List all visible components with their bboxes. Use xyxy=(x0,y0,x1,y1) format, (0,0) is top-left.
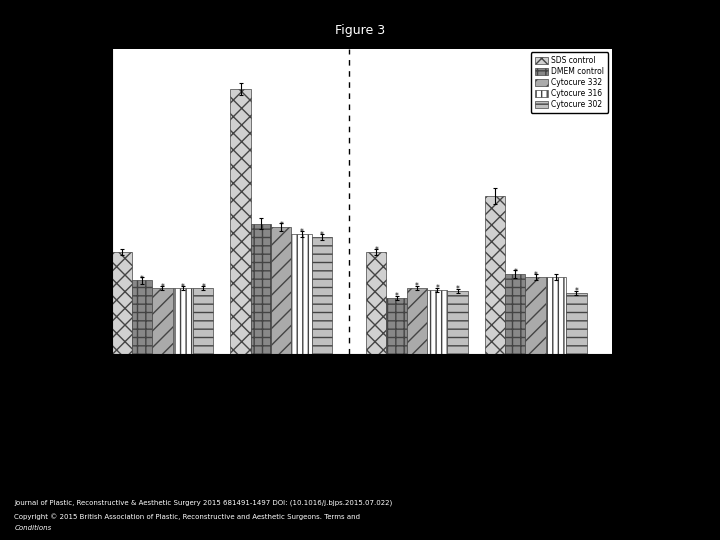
Bar xyxy=(387,298,407,354)
Bar xyxy=(230,89,251,354)
Text: *: * xyxy=(161,282,164,292)
Bar xyxy=(526,278,546,354)
Bar xyxy=(546,278,566,354)
Bar xyxy=(447,291,468,354)
Bar xyxy=(193,288,213,354)
Text: *: * xyxy=(181,282,185,292)
Bar xyxy=(153,288,173,354)
Bar xyxy=(485,196,505,354)
Text: Journal of Plastic, Reconstructive & Aesthetic Surgery 2015 681491-1497 DOI: (10: Journal of Plastic, Reconstructive & Aes… xyxy=(14,500,392,506)
Text: *: * xyxy=(320,231,324,240)
Bar xyxy=(112,252,132,354)
Text: *: * xyxy=(575,287,578,296)
Text: *: * xyxy=(374,246,378,255)
Text: *: * xyxy=(456,285,459,294)
Text: *: * xyxy=(140,274,144,284)
Bar xyxy=(132,280,153,354)
Text: Copyright © 2015 British Association of Plastic, Reconstructive and Aesthetic Su: Copyright © 2015 British Association of … xyxy=(14,513,361,519)
Text: Conditions: Conditions xyxy=(14,525,52,531)
Legend: SDS control, DMEM control, Cytocure 332, Cytocure 316, Cytocure 302: SDS control, DMEM control, Cytocure 332,… xyxy=(531,52,608,113)
Bar xyxy=(271,227,292,354)
Text: *: * xyxy=(513,268,517,278)
Text: *: * xyxy=(300,228,304,237)
Text: *: * xyxy=(395,292,398,301)
Text: *: * xyxy=(436,284,439,293)
Bar xyxy=(407,288,427,354)
Bar xyxy=(505,274,526,354)
Bar xyxy=(366,252,387,354)
Bar xyxy=(173,288,193,354)
Bar xyxy=(312,237,332,354)
Text: Figure 3: Figure 3 xyxy=(335,24,385,37)
Bar xyxy=(292,234,312,354)
Bar xyxy=(427,289,447,354)
Text: *: * xyxy=(279,221,283,230)
Y-axis label: MTT activity: MTT activity xyxy=(69,172,79,231)
Text: *: * xyxy=(415,282,419,291)
Text: *: * xyxy=(202,282,205,292)
Bar xyxy=(566,293,587,354)
Bar xyxy=(251,224,271,354)
Text: *: * xyxy=(534,272,538,280)
